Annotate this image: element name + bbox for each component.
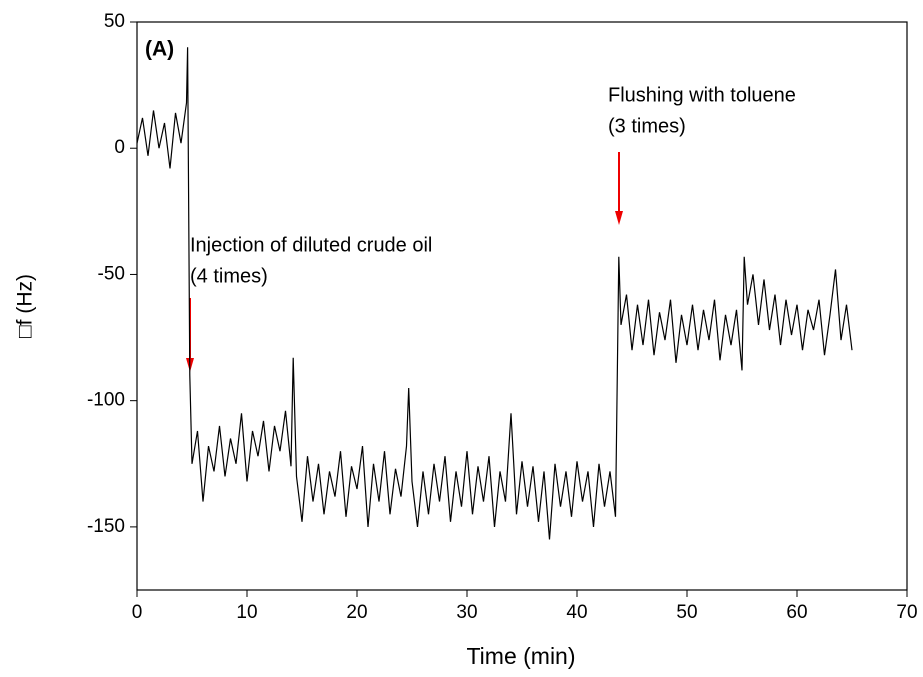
annotation: Injection of diluted crude oil	[190, 234, 432, 256]
annotation: Flushing with toluene	[608, 84, 796, 106]
annotation: (3 times)	[608, 115, 686, 137]
x-tick-label: 40	[566, 602, 587, 623]
x-tick-label: 20	[346, 602, 367, 623]
x-tick-label: 50	[676, 602, 697, 623]
y-tick-label: 0	[114, 137, 125, 158]
x-axis-label: Time (min)	[466, 643, 575, 669]
y-tick-label: 50	[104, 11, 125, 32]
x-tick-label: 10	[236, 602, 257, 623]
annotation: (4 times)	[190, 265, 268, 287]
data-line	[136, 47, 853, 540]
x-tick-label: 30	[456, 602, 477, 623]
plot-frame	[136, 21, 908, 591]
y-tick-label: -150	[87, 516, 125, 537]
x-tick-label: 0	[132, 602, 143, 623]
y-axis-label: □f (Hz)	[14, 274, 37, 338]
x-tick-label: 70	[896, 602, 917, 623]
y-tick-label: -50	[98, 263, 125, 284]
panel-label: (A)	[145, 38, 174, 61]
y-tick-label: -100	[87, 390, 125, 411]
arrow	[186, 152, 623, 372]
x-tick-label: 60	[786, 602, 807, 623]
